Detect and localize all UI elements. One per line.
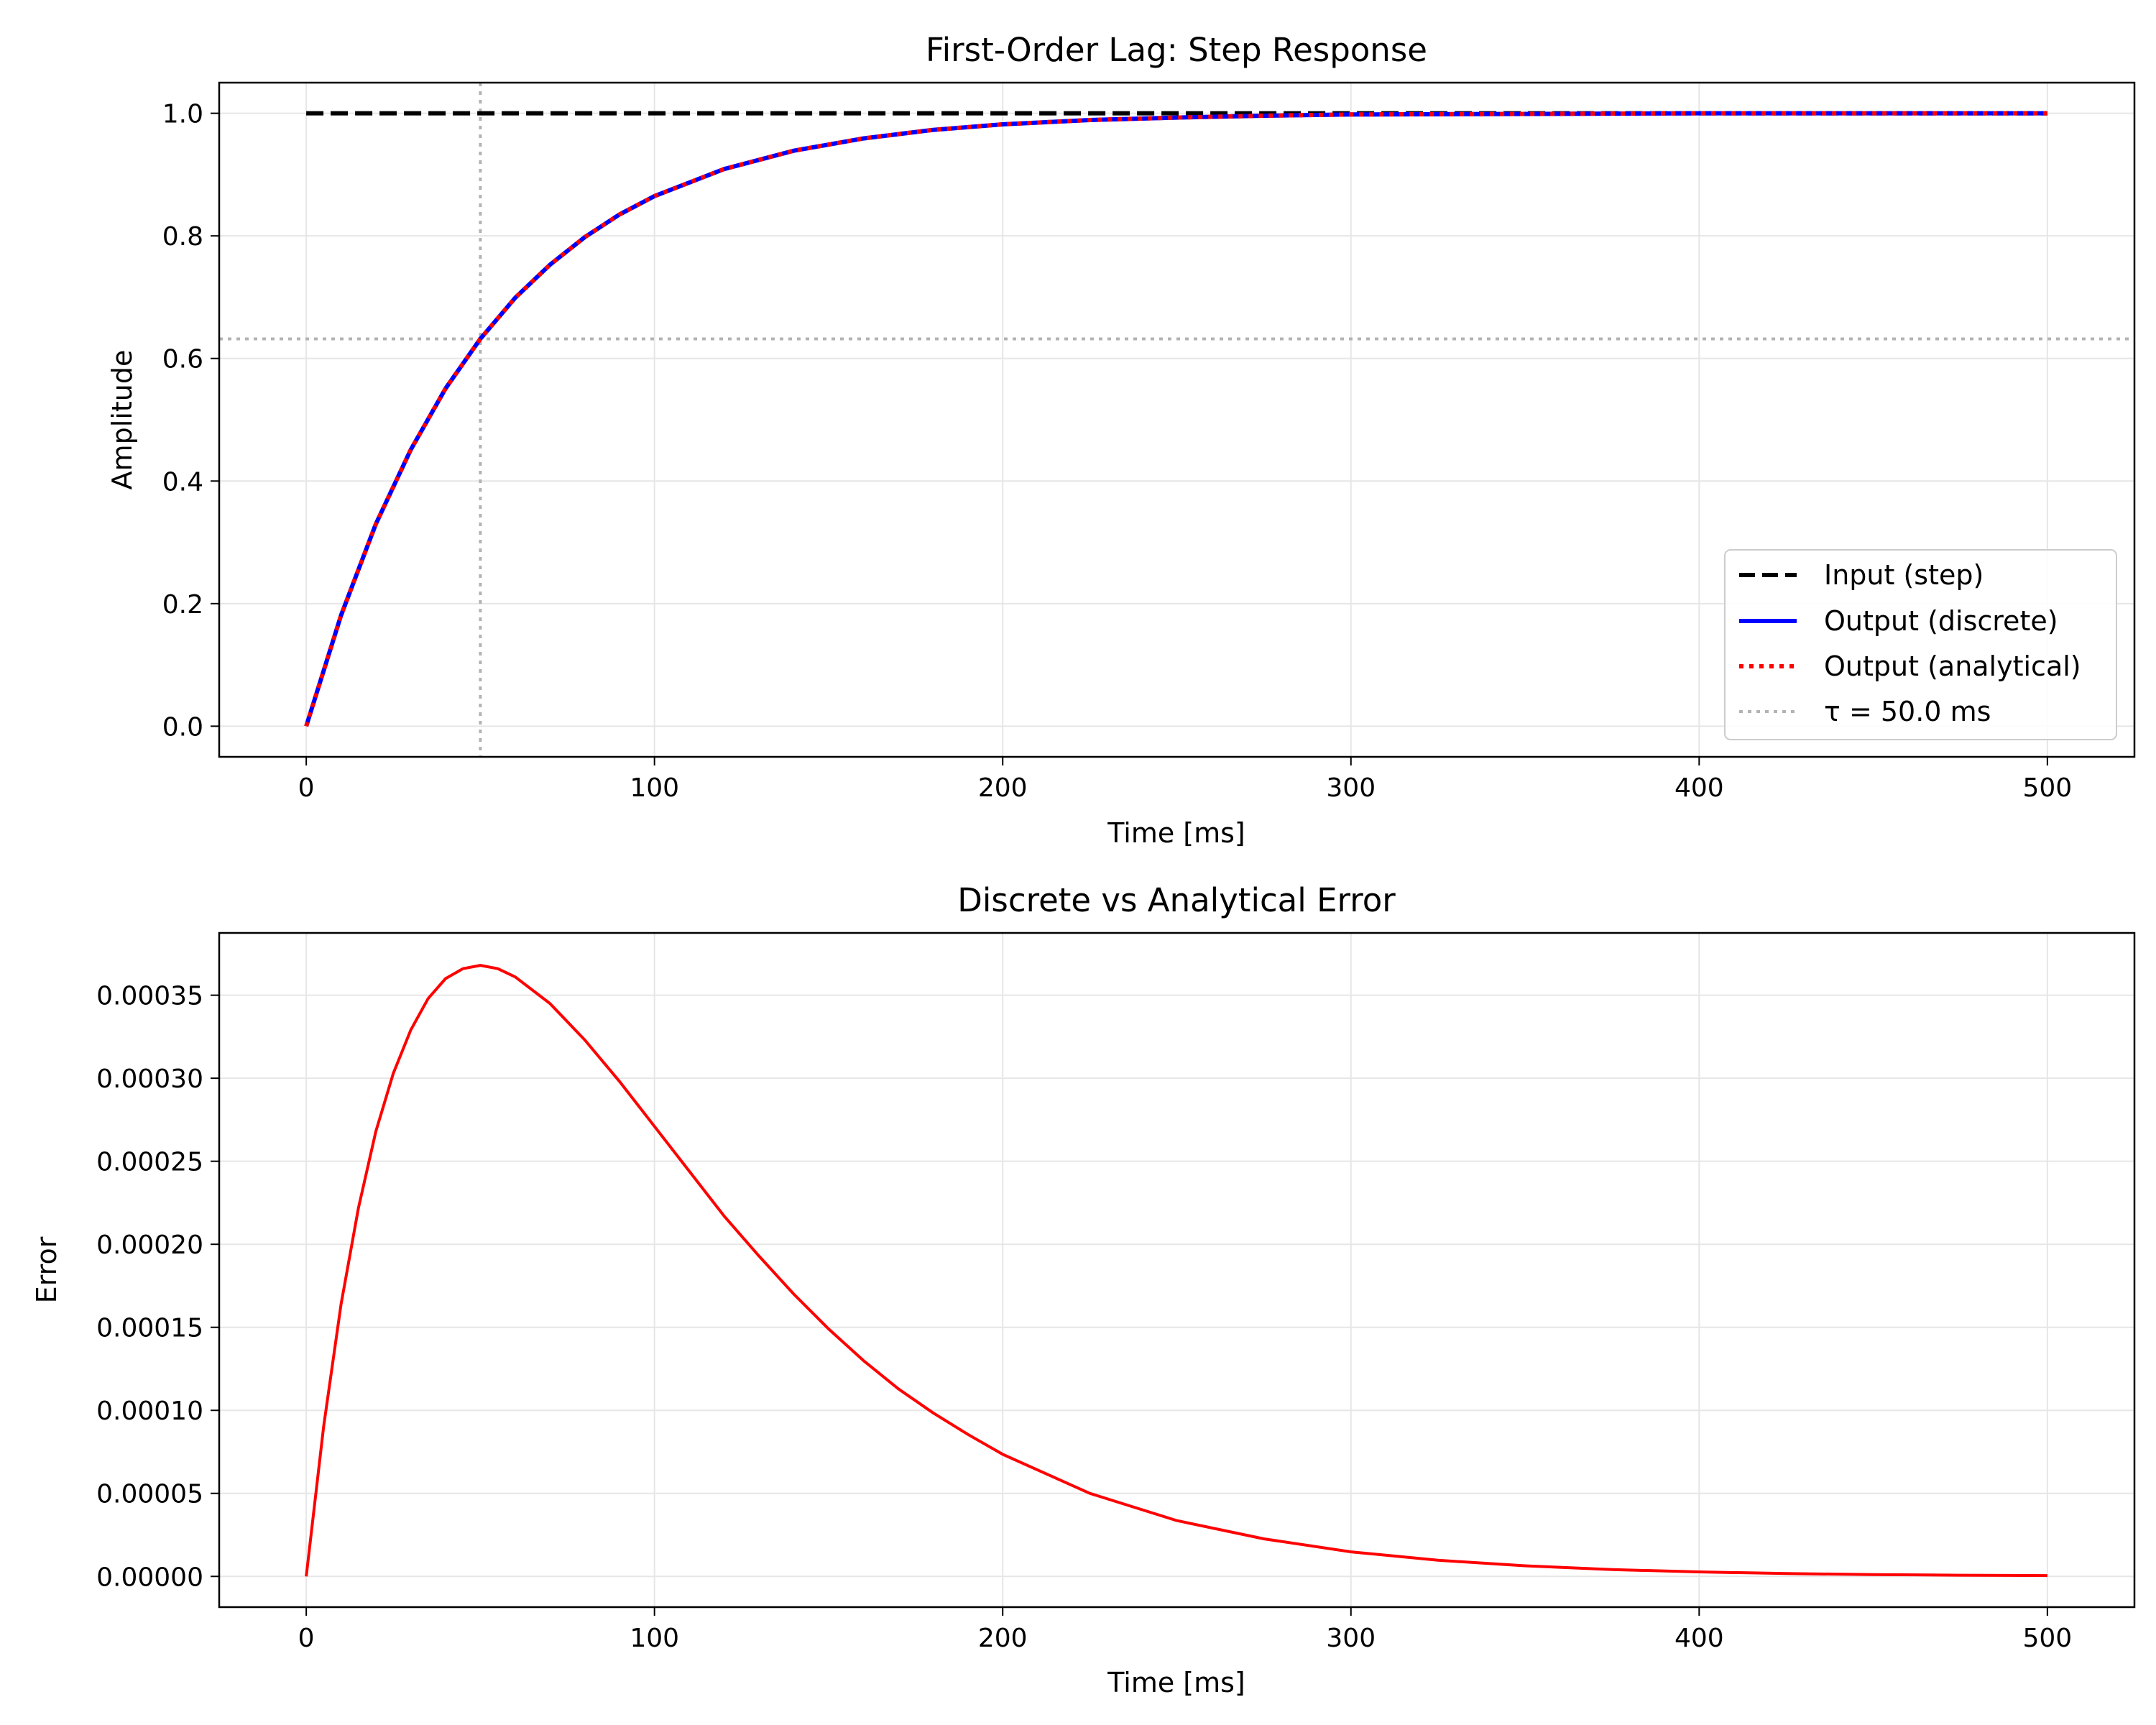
step-response-chart: First-Order Lag: Step Response 0 100 200 30… bbox=[106, 31, 2136, 849]
x-axis-label: Time [ms] bbox=[1107, 1667, 1245, 1698]
x-tick-label: 100 bbox=[630, 773, 679, 803]
x-axis-label: Time [ms] bbox=[1107, 817, 1245, 849]
x-tick-label: 200 bbox=[978, 1624, 1028, 1653]
series-lines bbox=[304, 111, 2047, 727]
x-tick-label: 0 bbox=[298, 1624, 315, 1653]
y-tick-label: 0.00020 bbox=[96, 1230, 203, 1260]
x-tick-label: 400 bbox=[1674, 773, 1724, 803]
series-line-0 bbox=[305, 964, 2047, 1578]
y-tick-label: 1.0 bbox=[162, 100, 203, 129]
legend-label-tau: τ = 50.0 ms bbox=[1824, 696, 1991, 727]
y-tick-label: 0.00025 bbox=[96, 1148, 203, 1177]
x-ticks: 0 100 200 300 400 500 bbox=[298, 757, 2073, 803]
x-tick-label: 300 bbox=[1326, 1624, 1376, 1653]
y-tick-label: 0.00035 bbox=[96, 982, 203, 1011]
legend-label-input: Input (step) bbox=[1824, 559, 1984, 591]
y-tick-label: 0.4 bbox=[162, 467, 203, 497]
plot-frame bbox=[218, 81, 2136, 758]
chart-title: Discrete vs Analytical Error bbox=[957, 881, 1396, 919]
legend: Input (step) Output (discrete) Output (a… bbox=[1724, 549, 2117, 740]
x-tick-label: 500 bbox=[2023, 1624, 2073, 1653]
y-axis-label: Error bbox=[31, 1236, 63, 1303]
series-lines bbox=[305, 964, 2047, 1578]
x-tick-label: 500 bbox=[2023, 773, 2073, 803]
x-tick-label: 100 bbox=[630, 1624, 679, 1653]
x-ticks: 0 100 200 300 400 500 bbox=[298, 1607, 2073, 1653]
y-tick-label: 0.8 bbox=[162, 222, 203, 252]
y-tick-label: 0.00010 bbox=[96, 1397, 203, 1426]
y-axis-label: Amplitude bbox=[106, 350, 138, 490]
x-tick-label: 0 bbox=[298, 773, 315, 803]
y-tick-label: 0.00030 bbox=[96, 1064, 203, 1094]
y-tick-label: 0.00005 bbox=[96, 1480, 203, 1509]
y-tick-label: 0.0 bbox=[162, 712, 203, 742]
y-ticks: 0.0 0.2 0.4 0.6 0.8 1.0 bbox=[162, 100, 219, 742]
x-tick-label: 300 bbox=[1326, 773, 1376, 803]
x-tick-label: 200 bbox=[978, 773, 1028, 803]
y-ticks: 0.00000 0.00005 0.00010 0.00015 0.00020 0.000… bbox=[96, 982, 219, 1592]
error-chart: Discrete vs Analytical Error 0 100 200 300 4… bbox=[31, 881, 2136, 1698]
chart-title: First-Order Lag: Step Response bbox=[926, 31, 1427, 69]
legend-box bbox=[1724, 549, 2117, 740]
y-tick-label: 0.00015 bbox=[96, 1314, 203, 1343]
tau-reference-lines bbox=[219, 83, 2134, 757]
plot-frame bbox=[218, 932, 2136, 1609]
y-tick-label: 0.2 bbox=[162, 590, 203, 620]
grid-lines bbox=[219, 933, 2134, 1607]
y-tick-label: 0.6 bbox=[162, 345, 203, 374]
legend-label-analytical: Output (analytical) bbox=[1824, 650, 2081, 682]
y-tick-label: 0.00000 bbox=[96, 1563, 203, 1592]
series-line-2 bbox=[304, 111, 2047, 727]
x-tick-label: 400 bbox=[1674, 1624, 1724, 1653]
legend-label-discrete: Output (discrete) bbox=[1824, 605, 2058, 637]
